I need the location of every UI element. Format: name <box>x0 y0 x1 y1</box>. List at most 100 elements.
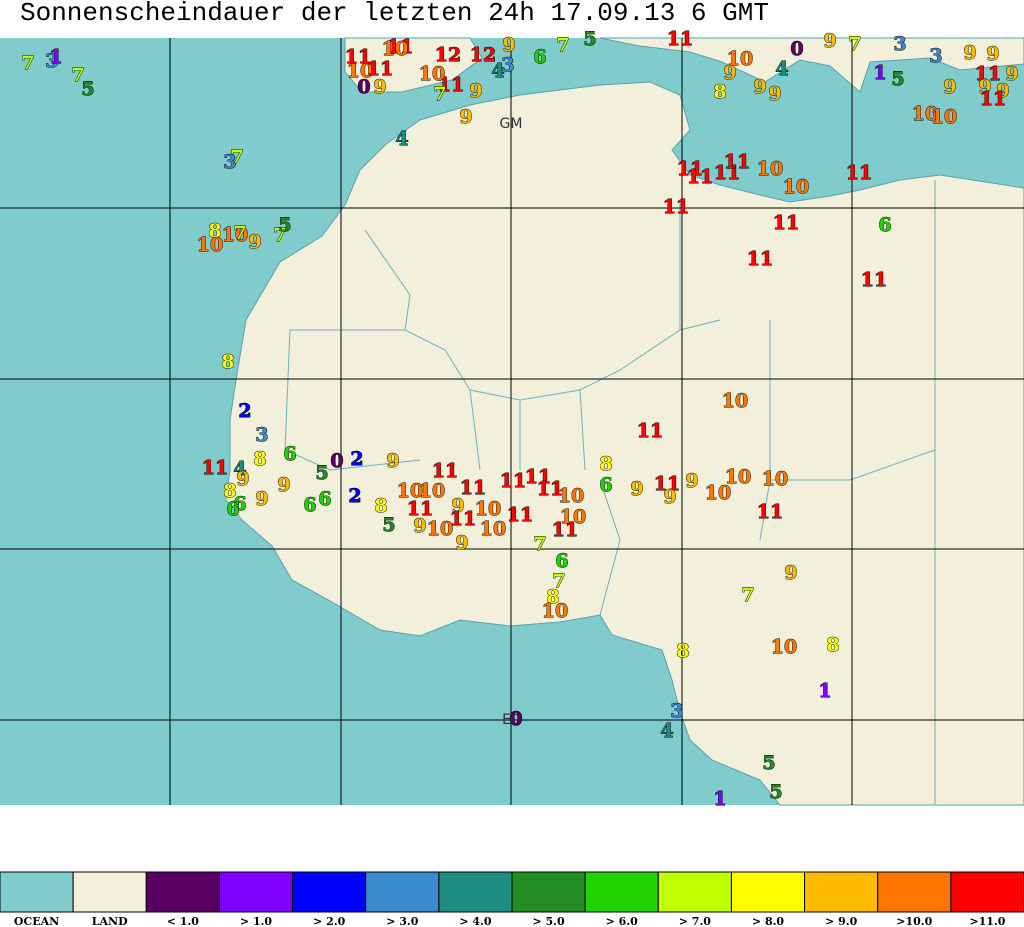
station-value: 9 <box>663 486 676 508</box>
legend-swatch <box>72 871 147 913</box>
station-value: 1 <box>713 788 726 810</box>
station-value: 9 <box>248 231 261 253</box>
station-value: 5 <box>769 781 782 803</box>
station-value: 11 <box>757 501 783 523</box>
station-value: 6 <box>233 493 246 515</box>
station-value: 1 <box>818 680 831 702</box>
land <box>225 37 1024 806</box>
station-value: 11 <box>552 519 578 541</box>
station-value: 7 <box>556 34 569 56</box>
station-value: 11 <box>747 248 773 270</box>
station-value: 6 <box>878 214 891 236</box>
station-value: 10 <box>558 485 584 507</box>
station-value: 12 <box>470 44 496 66</box>
legend-label: < 1.0 <box>167 915 200 927</box>
map-label: GM <box>500 116 523 132</box>
legend-swatch <box>657 871 732 913</box>
station-value: 3 <box>893 33 906 55</box>
station-value: 9 <box>373 76 386 98</box>
station-value: 10 <box>912 103 938 125</box>
station-value: 11 <box>438 74 464 96</box>
station-value: 11 <box>432 460 458 482</box>
station-value: 9 <box>277 474 290 496</box>
station-value: 6 <box>555 550 568 572</box>
station-value: 9 <box>455 532 468 554</box>
legend-swatch <box>584 871 659 913</box>
station-value: 9 <box>451 495 464 517</box>
station-value: 10 <box>382 38 408 60</box>
legend-swatch <box>950 871 1024 913</box>
station-value: 11 <box>407 498 433 520</box>
station-value: 0 <box>790 38 803 60</box>
legend-swatch <box>0 871 74 913</box>
legend-label: > 5.0 <box>532 915 565 927</box>
station-value: 9 <box>823 30 836 52</box>
station-value: 1 <box>49 46 62 68</box>
station-value: 9 <box>723 62 736 84</box>
station-value: 6 <box>533 46 546 68</box>
station-value: 10 <box>771 636 797 658</box>
station-value: 11 <box>525 466 551 488</box>
station-value: 4 <box>395 128 408 150</box>
station-value: 10 <box>931 106 957 128</box>
station-value: 8 <box>374 495 387 517</box>
station-value: 10 <box>722 390 748 412</box>
station-value: 7 <box>230 146 243 168</box>
station-value: 11 <box>537 478 563 500</box>
station-value: 2 <box>348 485 361 507</box>
station-value: 11 <box>846 162 872 184</box>
station-value: 7 <box>21 52 34 74</box>
legend-label: >10.0 <box>896 915 932 927</box>
legend-swatch <box>365 871 440 913</box>
station-value: 5 <box>382 514 395 536</box>
station-value: 0 <box>357 76 370 98</box>
station-value: 1 <box>873 62 886 84</box>
station-value: 9 <box>753 76 766 98</box>
station-value: 6 <box>318 488 331 510</box>
map-label: E0 <box>502 712 520 728</box>
legend-swatch <box>292 871 367 913</box>
legend-label: > 8.0 <box>752 915 785 927</box>
station-value: 11 <box>500 470 526 492</box>
station-value: 7 <box>552 570 565 592</box>
map: GM E0 <box>0 37 1024 806</box>
legend-label: >11.0 <box>969 915 1005 927</box>
station-value: 11 <box>677 158 703 180</box>
station-value: 5 <box>315 462 328 484</box>
station-value: 9 <box>386 450 399 472</box>
station-value: 10 <box>197 234 223 256</box>
station-value: 11 <box>980 88 1006 110</box>
station-value: 9 <box>943 76 956 98</box>
legend-swatch <box>218 871 294 913</box>
station-value: 3 <box>255 424 268 446</box>
legend-label: > 6.0 <box>606 915 639 927</box>
station-value: 6 <box>226 498 239 520</box>
station-value: 9 <box>963 42 976 64</box>
legend: OCEAN LAND < 1.0 > 1.0 > 2.0 > 3.0 > 4.0 > 5.0 >… <box>0 871 1024 927</box>
station-value: 4 <box>233 458 246 480</box>
station-value: 10 <box>762 468 788 490</box>
station-value: 9 <box>502 34 515 56</box>
station-value: 0 <box>509 708 522 730</box>
station-value: 9 <box>413 515 426 537</box>
station-value: 11 <box>654 473 680 495</box>
station-value: 6 <box>283 443 296 465</box>
station-value: 11 <box>507 504 533 526</box>
graticule <box>0 38 1024 805</box>
station-value: 11 <box>450 508 476 530</box>
station-value: 3 <box>929 45 942 67</box>
station-value: 8 <box>826 634 839 656</box>
station-value: 4 <box>491 60 504 82</box>
station-value: 10 <box>475 498 501 520</box>
station-value: 11 <box>460 477 486 499</box>
station-value: 11 <box>861 269 887 291</box>
station-value: 9 <box>978 76 991 98</box>
station-value: 7 <box>233 222 246 244</box>
station-value: 10 <box>705 482 731 504</box>
station-value: 11 <box>367 58 393 80</box>
station-value: 11 <box>637 420 663 442</box>
title: Sonnenscheindauer der letzten 24h 17.09.… <box>20 0 769 28</box>
station-value: 11 <box>387 36 413 58</box>
station-value: 9 <box>986 43 999 65</box>
station-value: 11 <box>687 166 713 188</box>
